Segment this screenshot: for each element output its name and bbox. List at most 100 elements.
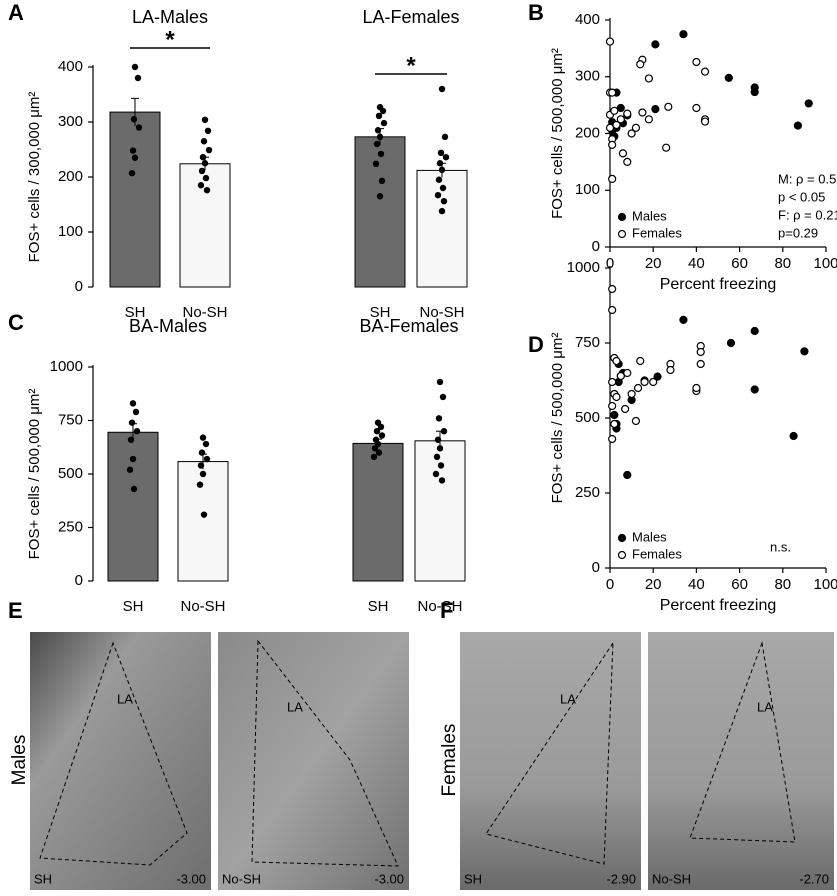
data-point bbox=[438, 207, 446, 215]
data-point bbox=[126, 466, 134, 473]
x-tick-label: 80 bbox=[774, 576, 791, 593]
x-tick-label: SH bbox=[125, 304, 146, 321]
data-point bbox=[437, 462, 445, 469]
region-outline bbox=[39, 641, 188, 866]
data-point bbox=[608, 434, 617, 444]
x-tick-label: No-SH bbox=[419, 304, 464, 321]
region-label: LA bbox=[117, 691, 133, 706]
data-point bbox=[608, 305, 617, 315]
data-point bbox=[649, 377, 658, 387]
data-point bbox=[375, 112, 383, 120]
group-title: BA-Males bbox=[129, 316, 207, 336]
y-tick-label: 400 bbox=[58, 58, 83, 75]
data-point bbox=[198, 449, 206, 456]
legend-marker bbox=[617, 229, 627, 239]
x-tick-label: 60 bbox=[731, 255, 748, 272]
data-point bbox=[692, 103, 701, 113]
panel-letter: A bbox=[8, 0, 24, 25]
x-tick-label: 20 bbox=[645, 576, 662, 593]
y-tick-label: 200 bbox=[575, 124, 600, 141]
panel-letter: C bbox=[8, 310, 24, 335]
data-point bbox=[679, 30, 688, 39]
data-point bbox=[199, 470, 207, 478]
data-point bbox=[651, 40, 660, 49]
data-point bbox=[203, 187, 211, 194]
data-point bbox=[631, 123, 641, 132]
data-point bbox=[128, 419, 136, 426]
data-point bbox=[200, 138, 208, 145]
data-point bbox=[644, 115, 653, 124]
data-point bbox=[692, 383, 701, 393]
data-point bbox=[616, 371, 625, 381]
data-point bbox=[128, 169, 136, 177]
x-tick-label: 0 bbox=[606, 576, 614, 593]
data-point bbox=[201, 116, 209, 124]
data-point bbox=[644, 74, 653, 83]
micrograph bbox=[218, 632, 409, 890]
data-point bbox=[196, 481, 204, 488]
y-axis-label: FOS+ cells / 300,000 μm² bbox=[26, 92, 43, 263]
y-tick-label: 500 bbox=[575, 409, 600, 426]
data-point bbox=[692, 57, 701, 67]
y-axis-label: FOS+ cells / 500,000 μm² bbox=[549, 333, 566, 504]
data-point bbox=[608, 401, 617, 411]
data-point bbox=[616, 115, 625, 124]
data-point bbox=[636, 60, 645, 69]
data-point bbox=[130, 485, 138, 493]
data-point bbox=[612, 392, 621, 402]
x-tick-label: 20 bbox=[645, 255, 662, 272]
data-point bbox=[376, 133, 384, 141]
data-point bbox=[135, 124, 143, 131]
data-point bbox=[621, 404, 630, 414]
data-point bbox=[433, 453, 441, 461]
y-tick-label: 0 bbox=[592, 238, 600, 255]
data-point bbox=[129, 147, 137, 154]
data-point bbox=[605, 37, 615, 46]
data-point bbox=[636, 356, 645, 366]
data-point bbox=[724, 73, 733, 82]
annotation: p < 0.05 bbox=[778, 189, 825, 204]
data-point bbox=[623, 109, 632, 118]
data-point bbox=[377, 150, 385, 158]
micrographs: Males Females LA LA LA LA SH No-SH SH No… bbox=[9, 632, 834, 890]
x-tick-label: SH bbox=[123, 598, 144, 615]
data-point bbox=[608, 174, 617, 183]
data-point bbox=[440, 198, 448, 205]
data-point bbox=[132, 408, 140, 416]
data-point bbox=[623, 470, 632, 480]
y-tick-label: 1000 bbox=[50, 358, 83, 375]
row-label: Males bbox=[9, 735, 30, 786]
data-point bbox=[608, 377, 617, 387]
x-tick-label: 40 bbox=[688, 255, 705, 272]
data-point bbox=[700, 67, 710, 76]
condition-label: No-SH bbox=[222, 871, 261, 886]
x-tick-label: No-SH bbox=[180, 598, 225, 615]
level-label: -3.00 bbox=[374, 871, 404, 886]
data-point bbox=[202, 174, 210, 182]
bar bbox=[177, 461, 229, 582]
data-point bbox=[623, 157, 632, 166]
x-axis-label: Percent freezing bbox=[660, 276, 777, 293]
annotation: F: ρ = 0.21 bbox=[778, 207, 837, 222]
legend-marker bbox=[617, 550, 627, 560]
data-point bbox=[666, 365, 675, 375]
data-point bbox=[199, 434, 207, 441]
significance-star: * bbox=[165, 26, 175, 53]
data-point bbox=[129, 455, 137, 463]
x-tick-label: 40 bbox=[688, 576, 705, 593]
data-point bbox=[127, 436, 135, 443]
x-tick-label: No-SH bbox=[417, 598, 462, 615]
data-point bbox=[750, 87, 759, 97]
panel-letter: F bbox=[440, 598, 453, 623]
significance-star: * bbox=[406, 52, 416, 79]
data-point bbox=[370, 453, 378, 461]
bar bbox=[352, 442, 404, 582]
data-point bbox=[199, 154, 207, 161]
condition-label: No-SH bbox=[652, 871, 691, 886]
data-point bbox=[436, 445, 444, 452]
data-point bbox=[726, 338, 736, 348]
data-point bbox=[610, 410, 619, 420]
region-outline bbox=[689, 641, 796, 843]
panel-letter: B bbox=[528, 0, 544, 25]
bar bbox=[179, 163, 231, 288]
